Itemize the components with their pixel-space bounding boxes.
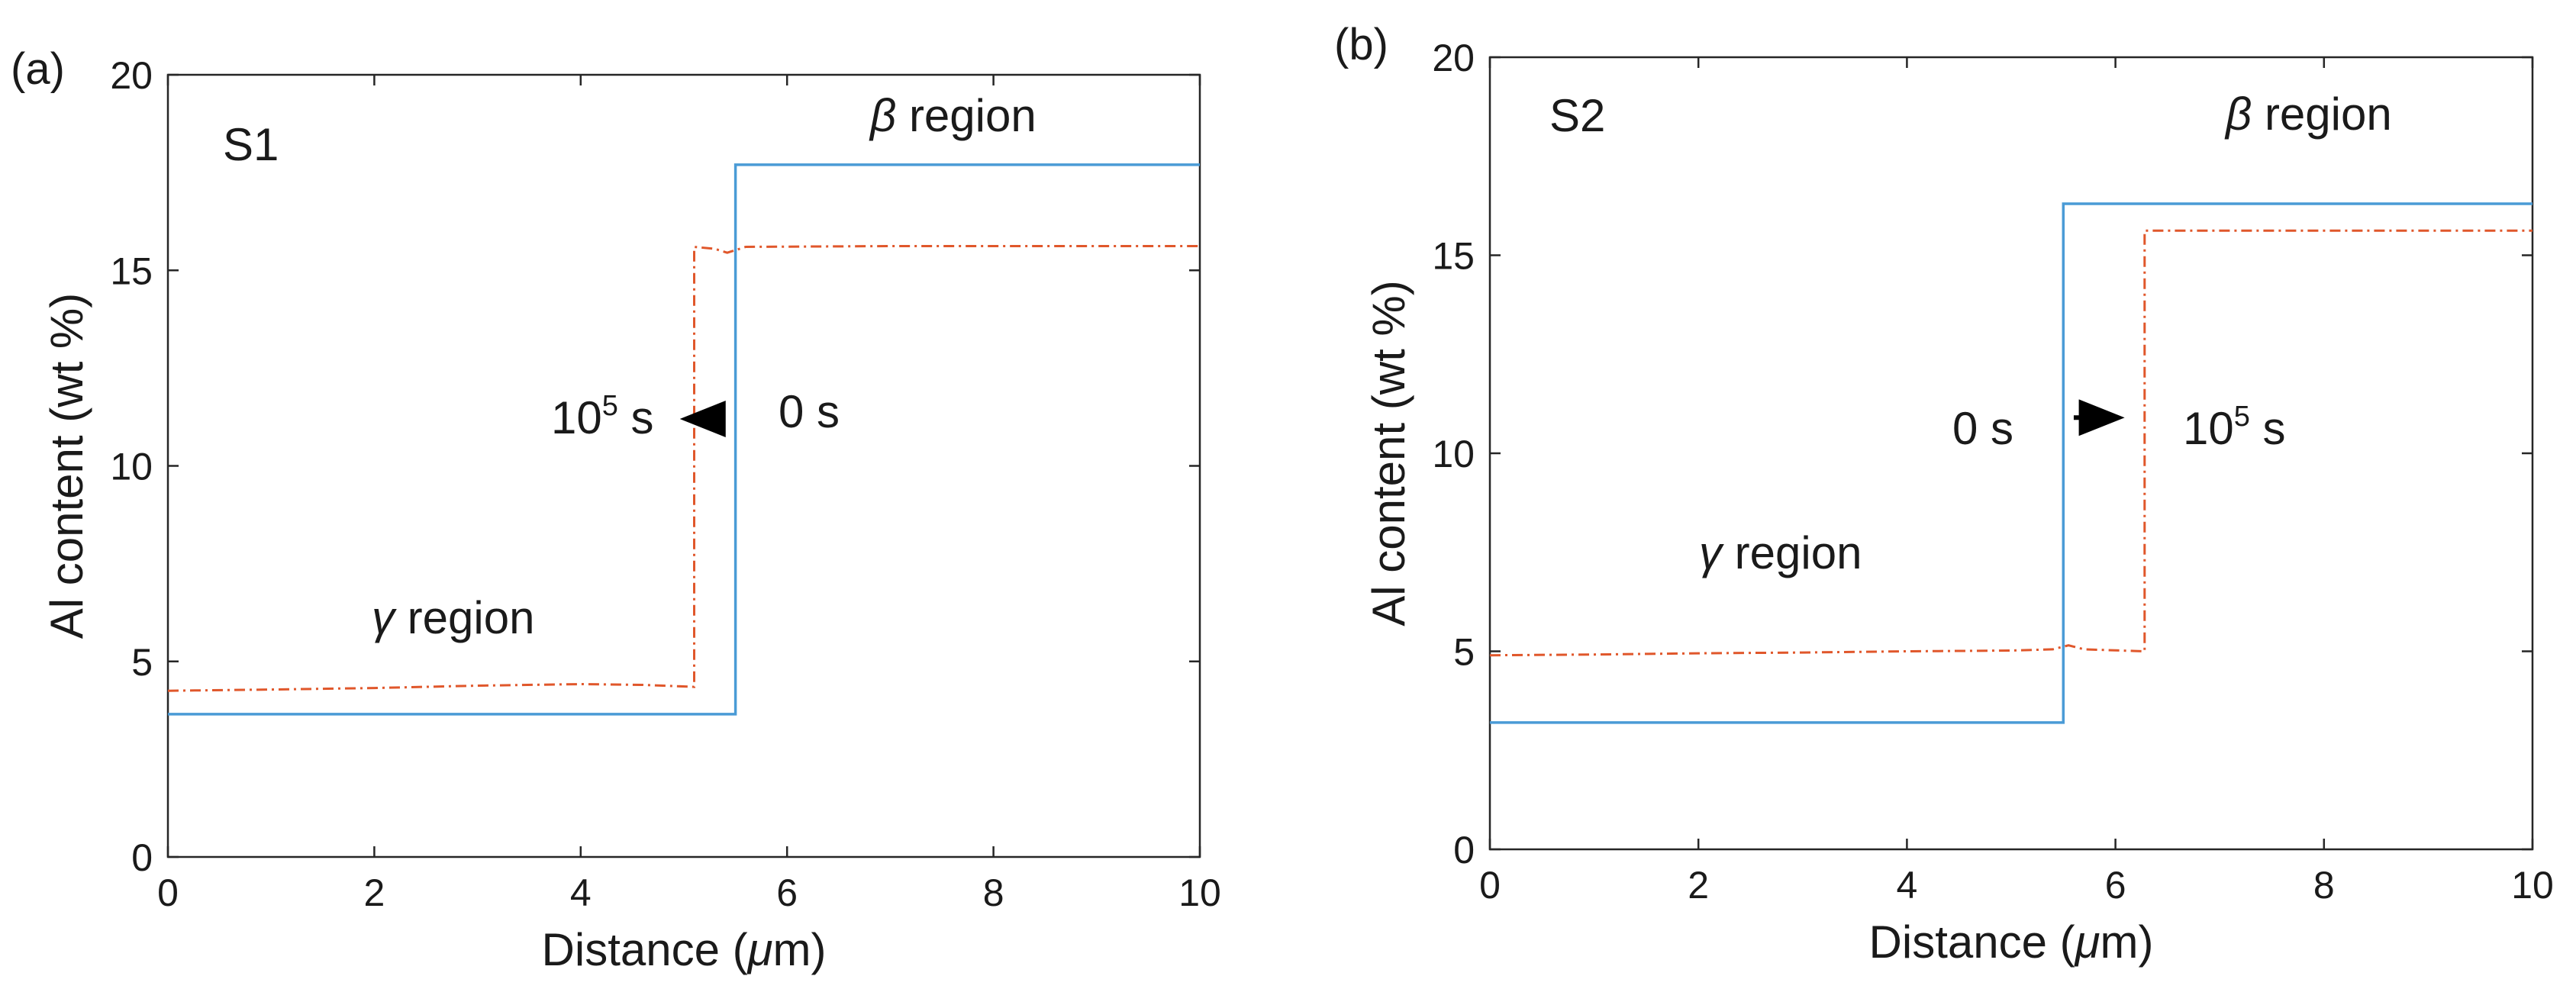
y-tick-label: 0 xyxy=(1453,829,1475,871)
sample-label: S1 xyxy=(223,119,279,170)
y-axis-label: Al content (wt %) xyxy=(41,293,92,639)
panel-label: (a) xyxy=(11,44,65,94)
time-end-label: 105 s xyxy=(551,390,654,443)
x-tick-label: 8 xyxy=(2313,864,2335,907)
panel-s1: 0 2 4 6 8 10 0 5 10 15 20 Distance (μm) Al content (… xyxy=(11,44,1221,975)
x-tick-label: 8 xyxy=(983,871,1004,914)
series-line-0s xyxy=(168,163,1200,716)
x-tick-label: 0 xyxy=(157,871,179,914)
y-tick-label: 10 xyxy=(110,446,153,488)
gamma-region-label: γ region xyxy=(372,592,534,643)
time-start-label: 0 s xyxy=(779,386,840,437)
x-axis-label: Distance (μm) xyxy=(542,924,827,975)
y-tick-label: 5 xyxy=(131,641,153,684)
y-tick-label: 0 xyxy=(131,836,153,879)
x-tick-label: 6 xyxy=(776,871,798,914)
panel-s2: 0 2 4 6 8 10 0 5 10 15 20 Distance (μm) Al content (… xyxy=(1334,20,2554,968)
beta-region-label: β region xyxy=(2224,89,2392,140)
x-tick-label: 2 xyxy=(1688,864,1709,907)
series-line-0s xyxy=(1490,202,2532,724)
time-start-label: 0 s xyxy=(1952,403,2013,454)
y-axis-label: Al content (wt %) xyxy=(1363,280,1414,627)
x-tick-label: 4 xyxy=(570,871,592,914)
y-tick-label: 5 xyxy=(1453,631,1475,674)
beta-region-label: β region xyxy=(869,90,1037,141)
x-tick-label: 0 xyxy=(1479,864,1501,907)
panel-label: (b) xyxy=(1334,20,1388,69)
series-line-1e5s xyxy=(167,245,1200,692)
x-tick-label: 6 xyxy=(2105,864,2126,907)
sample-label: S2 xyxy=(1549,90,1605,141)
x-tick-label: 4 xyxy=(1896,864,1917,907)
series-line-1e5s xyxy=(1489,229,2532,657)
y-tick-label: 20 xyxy=(110,54,153,97)
x-tick-label: 10 xyxy=(1178,871,1221,914)
y-tick-label: 10 xyxy=(1432,433,1475,475)
plot-frame xyxy=(166,73,1201,858)
gamma-region-label: γ region xyxy=(1699,527,1862,578)
y-tick-label: 15 xyxy=(110,250,153,292)
x-tick-label: 2 xyxy=(363,871,385,914)
y-tick-label: 15 xyxy=(1432,235,1475,278)
x-tick-label: 10 xyxy=(2511,864,2554,907)
time-end-label: 105 s xyxy=(2183,401,2286,454)
x-axis-label: Distance (μm) xyxy=(1869,916,2154,968)
y-tick-label: 20 xyxy=(1432,37,1475,79)
